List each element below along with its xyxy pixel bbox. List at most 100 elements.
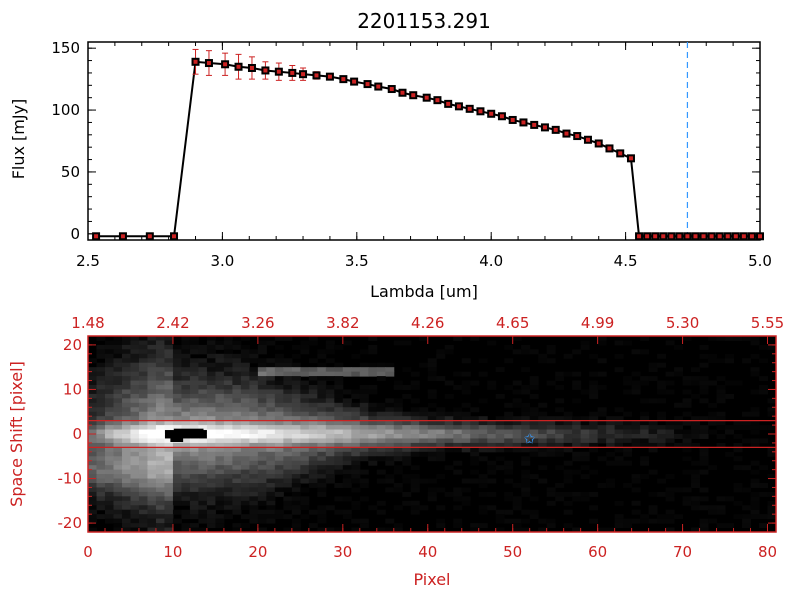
image-pixel (96, 434, 106, 439)
image-pixel (317, 469, 327, 475)
image-pixel (308, 465, 318, 471)
image-pixel (308, 442, 318, 448)
image-pixel (240, 376, 250, 382)
image-pixel (640, 376, 650, 382)
image-pixel (470, 434, 480, 439)
image-pixel (665, 438, 675, 444)
image-pixel (113, 487, 123, 493)
image-pixel (104, 420, 114, 426)
image-pixel (555, 371, 565, 377)
image-pixel (674, 425, 684, 431)
image-pixel (538, 451, 548, 457)
image-pixel (138, 425, 148, 431)
image-pixel (198, 344, 208, 350)
image-pixel (529, 420, 539, 426)
image-pixel (342, 442, 352, 448)
image-pixel (436, 447, 446, 453)
image-pixel (767, 505, 777, 511)
image-pixel (385, 429, 395, 435)
image-pixel (291, 420, 301, 426)
image-pixel (563, 434, 573, 439)
image-pixel (266, 500, 276, 506)
image-pixel (96, 344, 106, 350)
image-pixel (682, 447, 692, 453)
image-pixel (546, 442, 556, 448)
spectrum-point (741, 234, 746, 239)
image-pixel (138, 483, 148, 488)
image-pixel (759, 491, 769, 497)
image-pixel (419, 411, 429, 417)
image-pixel (223, 487, 233, 493)
image-pixel (104, 487, 114, 493)
image-pixel (113, 500, 123, 506)
image-pixel (334, 496, 344, 502)
image-pixel (597, 411, 607, 417)
image-pixel (206, 447, 216, 453)
image-pixel (257, 340, 267, 346)
image-pixel (257, 442, 267, 448)
image-pixel (699, 447, 709, 453)
image-pixel (427, 451, 437, 457)
image-pixel (529, 434, 539, 439)
image-pixel (274, 434, 284, 439)
image-pixel (96, 402, 106, 408)
image-pixel (529, 496, 539, 502)
spectrum-x-axis-label: Lambda [um] (370, 282, 478, 301)
image-pixel (402, 429, 412, 435)
image-pixel (283, 527, 293, 533)
image-pixel (359, 362, 369, 368)
image-pixel (504, 460, 514, 466)
image-pixel (393, 420, 403, 426)
image-pixel (147, 416, 157, 422)
image-pixel (504, 438, 514, 444)
image-pixel (215, 451, 225, 457)
image-pixel (665, 514, 675, 520)
image-pixel (232, 385, 242, 390)
image-pixel (504, 358, 514, 364)
image-pixel (572, 371, 582, 377)
image-pixel (138, 509, 148, 515)
image-pixel (147, 469, 157, 475)
image-pixel (334, 527, 344, 533)
image-pixel (164, 349, 174, 355)
image-pixel (164, 474, 174, 480)
image-pixel (121, 465, 131, 471)
image-pixel (334, 371, 344, 377)
image-pixel (393, 411, 403, 417)
image-pixel (495, 514, 505, 520)
image-pixel (138, 514, 148, 520)
image-pixel (189, 389, 199, 395)
image-pixel (308, 411, 318, 417)
image-pixel (436, 416, 446, 422)
image-pixel (572, 469, 582, 475)
image-pixel (300, 411, 310, 417)
image-pixel (181, 420, 191, 426)
image-pixel (410, 425, 420, 431)
image-pixel (300, 456, 310, 462)
image-pixel (164, 398, 174, 404)
image-pixel (572, 416, 582, 422)
image-pixel (155, 349, 165, 355)
image-pixel (742, 514, 752, 520)
image-pixel (470, 451, 480, 457)
image-pixel (419, 447, 429, 453)
image-pixel (410, 429, 420, 435)
image-pixel (750, 389, 760, 395)
image-pixel (733, 380, 743, 386)
image-pixel (665, 518, 675, 524)
image-pixel (334, 407, 344, 413)
image-pixel (376, 407, 386, 413)
image-pixel (300, 389, 310, 395)
image-pixel (376, 451, 386, 457)
image-pixel (121, 362, 131, 368)
space-shift-tick-label: 20 (63, 336, 82, 354)
image-pixel (708, 336, 718, 341)
image-pixel (291, 460, 301, 466)
image-pixel (291, 411, 301, 417)
image-pixel (223, 420, 233, 426)
image-pixel (147, 456, 157, 462)
image-pixel (240, 385, 250, 390)
image-pixel (274, 411, 284, 417)
image-pixel (470, 460, 480, 466)
image-pixel (495, 434, 505, 439)
